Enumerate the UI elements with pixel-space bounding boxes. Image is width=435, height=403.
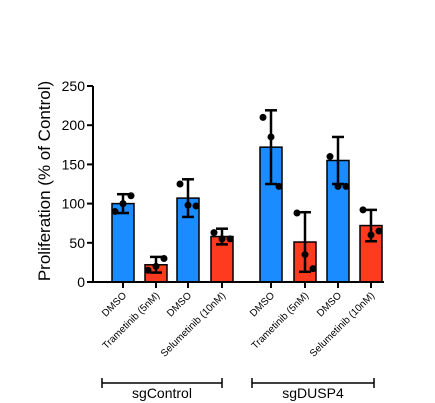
x-tick-label-4: DMSO: [248, 290, 277, 319]
data-point-5-2: [309, 265, 317, 273]
data-point-6-1: [334, 182, 342, 190]
data-point-7-1: [367, 231, 375, 239]
group-label-1: sgDUSP4: [282, 385, 344, 401]
data-point-5-0: [293, 209, 301, 217]
data-point-4-1: [267, 133, 275, 141]
y-tick-label-100: 100: [62, 196, 86, 212]
data-points: [111, 113, 383, 274]
data-point-7-0: [359, 206, 367, 214]
x-tick-label-0: DMSO: [100, 290, 129, 319]
data-point-3-1: [218, 235, 226, 243]
data-point-2-0: [176, 180, 184, 188]
data-point-6-0: [326, 153, 334, 161]
data-point-0-0: [111, 207, 119, 215]
x-tick-label-3: Selumetinib (10nM): [159, 290, 228, 359]
y-axis: 0 50 100 150 200 250: [62, 78, 94, 290]
x-tick-label-7: Selumetinib (10nM): [308, 290, 377, 359]
data-point-3-2: [226, 235, 234, 243]
bars: [111, 146, 383, 283]
data-point-1-0: [144, 266, 152, 274]
data-point-6-2: [342, 182, 350, 190]
data-point-5-1: [301, 251, 309, 259]
y-tick-label-150: 150: [62, 156, 86, 172]
group-brackets: sgControl sgDUSP4: [101, 378, 375, 401]
y-tick-label-200: 200: [62, 117, 86, 133]
x-tick-label-1: Trametinib (5nM): [101, 290, 162, 351]
data-point-1-2: [160, 254, 168, 262]
x-tick-label-6: DMSO: [315, 290, 344, 319]
data-point-7-2: [375, 227, 383, 235]
data-point-0-1: [119, 200, 127, 208]
group-label-0: sgControl: [132, 385, 192, 401]
data-point-4-0: [259, 113, 267, 121]
y-tick-label-50: 50: [69, 235, 85, 251]
x-tick-label-2: DMSO: [165, 290, 194, 319]
data-point-2-1: [184, 201, 192, 209]
data-point-1-1: [152, 262, 160, 270]
data-point-3-0: [210, 229, 218, 237]
y-tick-label-250: 250: [62, 78, 86, 94]
data-point-4-2: [275, 182, 283, 190]
bar-0: [111, 202, 135, 283]
y-tick-label-0: 0: [77, 274, 85, 290]
y-axis-title: Proliferation (% of Control): [35, 81, 54, 281]
data-point-0-2: [127, 192, 135, 200]
data-point-2-2: [192, 202, 200, 210]
